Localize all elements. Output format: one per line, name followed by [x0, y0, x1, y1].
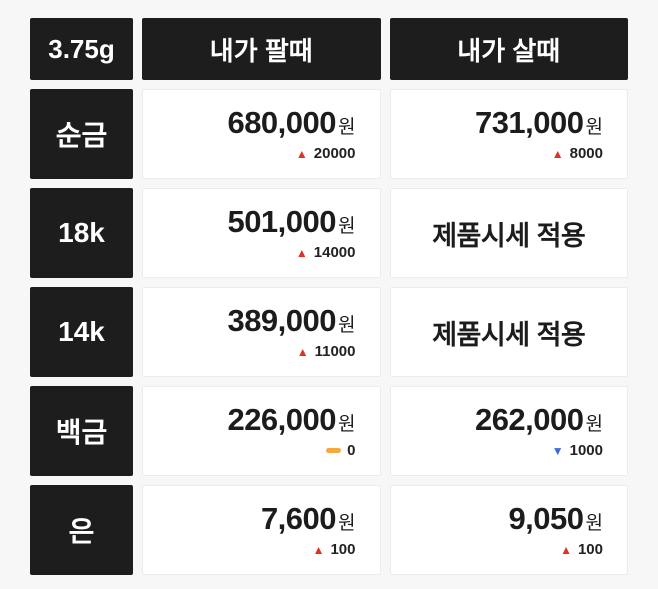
- up-triangle-icon: ▲: [551, 146, 564, 161]
- product-price-note: 제품시세 적용: [432, 220, 586, 251]
- price-value: 7,600 원: [260, 501, 356, 536]
- metal-label: 은: [30, 485, 133, 575]
- sell-column-header: 내가 팔때: [142, 18, 381, 80]
- down-triangle-icon: ▼: [551, 443, 564, 458]
- buy-note-cell: 제품시세 적용: [389, 188, 628, 278]
- change-amount: 20000: [313, 145, 356, 162]
- up-triangle-icon: ▲: [560, 542, 572, 557]
- up-triangle-icon: ▲: [295, 146, 308, 161]
- metal-label: 14k: [30, 287, 133, 377]
- change-amount: 0: [347, 442, 356, 459]
- change-amount: 11000: [314, 343, 356, 360]
- buy-price-cell: 9,050 원 ▲ 100: [389, 485, 628, 575]
- sell-price-cell: 389,000 원 ▲ 11000: [142, 287, 381, 377]
- price-change: 0: [326, 442, 356, 459]
- price-change: ▲ 8000: [552, 146, 603, 161]
- sell-price-cell: 680,000 원 ▲ 20000: [142, 89, 381, 179]
- sell-price-cell: 7,600 원 ▲ 100: [142, 485, 381, 575]
- buy-column-header: 내가 살때: [389, 18, 628, 80]
- unit-header: 3.75g: [30, 18, 133, 80]
- product-price-note: 제품시세 적용: [432, 319, 586, 350]
- buy-price-cell: 731,000 원 ▲ 8000: [389, 89, 628, 179]
- metal-label: 백금: [30, 386, 133, 476]
- change-amount: 8000: [569, 145, 603, 162]
- price-change: ▼ 1000: [552, 443, 603, 458]
- up-triangle-icon: ▲: [312, 542, 325, 557]
- metal-label: 18k: [30, 188, 133, 278]
- up-triangle-icon: ▲: [295, 245, 308, 260]
- change-amount: 1000: [569, 442, 603, 459]
- buy-price-cell: 262,000 원 ▼ 1000: [389, 386, 628, 476]
- price-value: 389,000 원: [227, 303, 356, 338]
- sell-price-cell: 501,000 원 ▲ 14000: [142, 188, 381, 278]
- price-value: 501,000 원: [227, 204, 356, 239]
- price-change: ▲ 11000: [297, 344, 356, 359]
- change-amount: 100: [577, 541, 603, 558]
- price-change: ▲ 14000: [296, 245, 356, 260]
- up-triangle-icon: ▲: [296, 344, 309, 359]
- price-change: ▲ 100: [560, 542, 603, 557]
- price-value: 226,000 원: [227, 402, 356, 437]
- change-amount: 14000: [313, 244, 356, 261]
- price-value: 731,000 원: [474, 105, 603, 140]
- price-value: 680,000 원: [227, 105, 356, 140]
- price-change: ▲ 20000: [296, 146, 356, 161]
- sell-price-cell: 226,000 원 0: [142, 386, 381, 476]
- change-amount: 100: [330, 541, 356, 558]
- price-change: ▲ 100: [313, 542, 356, 557]
- metal-label: 순금: [30, 89, 133, 179]
- price-value: 262,000 원: [474, 402, 603, 437]
- buy-note-cell: 제품시세 적용: [389, 287, 628, 377]
- price-value: 9,050 원: [508, 501, 603, 536]
- flat-dash-icon: [326, 448, 342, 453]
